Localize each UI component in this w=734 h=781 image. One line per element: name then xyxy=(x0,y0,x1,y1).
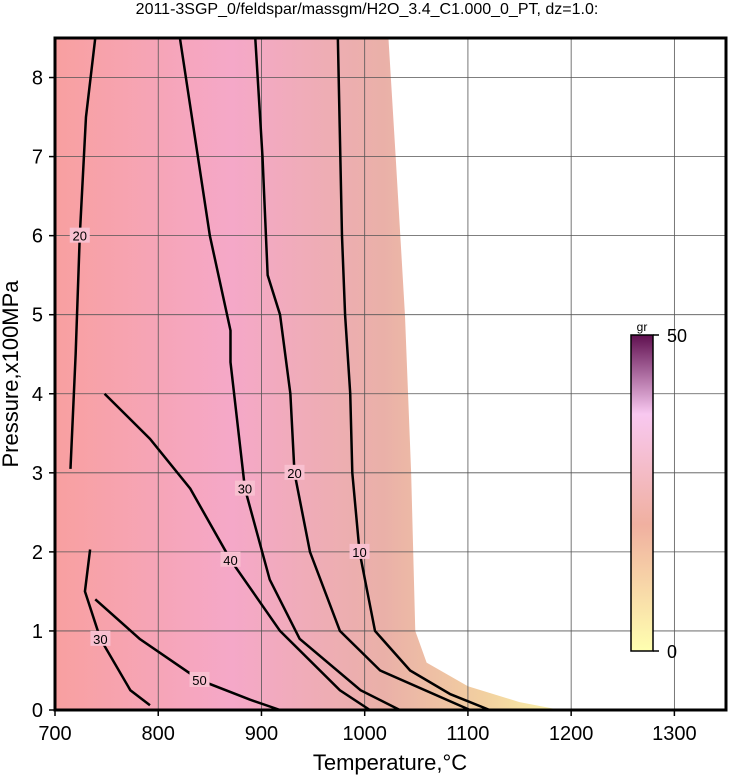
x-tick-label: 1200 xyxy=(549,723,594,745)
contour-line xyxy=(336,37,491,712)
colorbar xyxy=(630,334,654,652)
contour-line xyxy=(254,37,471,712)
contour-label: 40 xyxy=(223,553,237,568)
contour-label: 30 xyxy=(238,482,252,497)
contour-label: 30 xyxy=(93,632,107,647)
y-tick-label: 5 xyxy=(32,305,43,327)
y-tick-label: 7 xyxy=(32,147,43,169)
y-tick-label: 6 xyxy=(32,226,43,248)
contour-label-bg xyxy=(90,630,111,646)
colorbar-tick-label: 50 xyxy=(667,326,687,346)
filled-region xyxy=(55,38,561,710)
y-tick-label: 3 xyxy=(32,463,43,485)
x-tick-label: 1300 xyxy=(652,723,697,745)
contour-label-bg xyxy=(189,671,210,687)
contour-label-bg xyxy=(69,227,90,243)
contour-label-bg xyxy=(220,551,241,567)
x-axis-label: Temperature,°C xyxy=(313,750,467,775)
y-tick-label: 1 xyxy=(32,621,43,643)
y-tick-label: 4 xyxy=(32,384,43,406)
x-tick-label: 1000 xyxy=(342,723,387,745)
contour-label: 10 xyxy=(352,545,366,560)
contour-label-bg xyxy=(349,543,370,559)
contour-label-bg xyxy=(284,464,305,480)
colorbar-label: gr xyxy=(637,320,648,334)
y-tick-label: 2 xyxy=(32,542,43,564)
x-tick-label: 1100 xyxy=(446,723,489,745)
contour-label: 20 xyxy=(73,229,87,244)
y-tick-label: 0 xyxy=(32,700,43,722)
contour-label: 50 xyxy=(192,673,206,688)
x-tick-label: 900 xyxy=(245,723,278,745)
contour-label: 20 xyxy=(287,466,301,481)
plot-frame xyxy=(53,36,728,712)
y-axis-label: Pressure,x100MPa xyxy=(0,280,23,468)
x-tick-label: 700 xyxy=(38,723,71,745)
x-tick-label: 800 xyxy=(142,723,175,745)
colorbar-tick-label: 0 xyxy=(667,642,677,662)
chart-title: 2011-3SGP_0/feldspar/massgm/H2O_3.4_C1.0… xyxy=(136,1,599,18)
contour-label-bg xyxy=(234,480,255,496)
y-tick-label: 8 xyxy=(32,68,43,90)
